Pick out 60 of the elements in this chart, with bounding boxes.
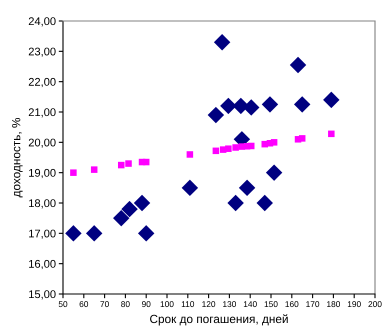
y-tick-label: 23,00 (28, 48, 56, 57)
x-tick-label: 200 (368, 301, 382, 308)
point (208, 106, 224, 124)
x-tick-label: 120 (202, 301, 216, 308)
x-tick-label: 150 (264, 301, 278, 308)
point (113, 210, 130, 226)
point (118, 162, 124, 168)
y-tick-label: 22,00 (28, 78, 56, 88)
x-tick-label: 60 (80, 301, 88, 308)
x-tick-label: 70 (100, 301, 109, 308)
point (262, 96, 278, 113)
point (328, 130, 335, 138)
y-tick-label: 20,00 (28, 138, 56, 148)
x-tick-label: 180 (327, 301, 340, 308)
x-tick-label: 160 (285, 301, 298, 308)
point (238, 180, 256, 196)
x-tick-label: 110 (182, 301, 194, 308)
point (323, 92, 340, 108)
point (290, 56, 306, 74)
point (134, 194, 150, 212)
point (65, 225, 82, 242)
y-tick-label: 17,00 (29, 230, 56, 239)
point (298, 135, 306, 142)
point (86, 225, 102, 242)
y-tick-label: 15,00 (29, 290, 56, 300)
y-tick-label: 19,00 (29, 168, 56, 178)
point (212, 148, 220, 154)
point (90, 166, 98, 173)
point (266, 164, 282, 181)
point (225, 145, 232, 152)
y-tick-label: 16,00 (29, 260, 56, 270)
y-tick-label: 21,00 (28, 108, 56, 118)
x-tick-label: 190 (348, 301, 361, 308)
point (138, 225, 154, 242)
point (227, 194, 244, 212)
y-tick-label: 24,00 (28, 17, 56, 26)
point (294, 96, 310, 113)
point (256, 194, 273, 212)
x-tick-label: 80 (121, 301, 130, 308)
point (243, 99, 260, 116)
point (121, 200, 138, 218)
point (182, 180, 198, 196)
x-tick-label: 100 (160, 301, 174, 308)
y-tick-label: 18,00 (29, 199, 56, 208)
x-tick-label: 50 (58, 301, 68, 308)
x-tick-label: 90 (142, 301, 151, 308)
point (70, 169, 77, 176)
x-tick-label: 130 (223, 301, 236, 308)
x-tick-label: 140 (244, 301, 257, 308)
x-tick-label: 170 (306, 301, 320, 308)
point (232, 144, 239, 151)
point (220, 98, 237, 114)
y-axis-title: доходность, % (12, 118, 23, 198)
point (142, 158, 150, 166)
point (270, 139, 278, 146)
x-axis-title: Срок до погашения, дней (150, 314, 288, 326)
point (125, 160, 132, 167)
point (186, 151, 194, 158)
point (214, 34, 230, 50)
point (248, 142, 254, 150)
